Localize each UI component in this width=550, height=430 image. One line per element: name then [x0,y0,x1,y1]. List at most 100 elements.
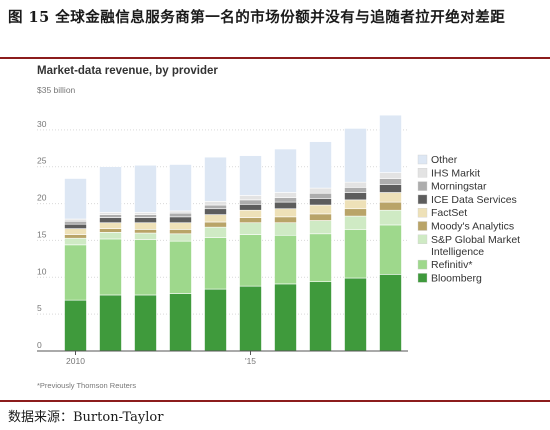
bar-segment [169,216,192,224]
bar-segment [204,288,227,352]
bar-segment [239,209,262,218]
bar-segment [379,192,402,203]
bar-segment [379,172,402,179]
y-tick-label: 5 [37,303,42,313]
y-axis: 0 5 10 15 20 25 30 [37,119,408,352]
bar-segment [379,224,402,275]
bar-segment [239,195,262,201]
y-tick-label: 30 [37,119,47,129]
bar-segment [204,214,227,223]
bar-segment [344,277,367,352]
bar-segment [204,208,227,215]
bar-segment [169,240,192,294]
legend-label: Moody's Analytics [431,221,514,233]
legend-label: IHS Markit [431,167,480,179]
bar-stacks [64,114,402,352]
legend-label: Other [431,154,458,166]
bar-segment [64,220,87,225]
bar-segment [274,201,297,210]
bar-segment [204,237,227,290]
bar-segment [99,222,122,229]
bar-segment [169,233,192,242]
source-note: 数据来源：Burton-Taylor [8,410,164,425]
bar-segment [379,114,402,173]
legend-label: Refinitiv* [431,259,472,271]
figure-title: 图 15 全球金融信息服务商第一名的市场份额并没有与追随者拉开绝对差距 [8,9,506,26]
y-tick-label: 0 [37,340,42,350]
bar-segment [344,208,367,217]
bar-segment [309,198,332,206]
bar-segment [309,220,332,235]
bar-segment [64,218,87,222]
bar-segment [309,233,332,283]
bar-segment [309,141,332,189]
bar-segment [134,294,157,352]
bar-segment [134,217,157,224]
bar-segment [379,184,402,193]
bar-segment [379,178,402,185]
legend-swatch [417,181,428,191]
chart-title: Market-data revenue, by provider [37,65,218,77]
bar-segment [64,178,87,220]
bar-segment [274,222,297,236]
bar-segment [169,229,192,235]
bar-segment [99,232,122,240]
bar-segment [274,197,297,203]
bar-segment [274,234,297,285]
bar-segment [309,213,332,221]
legend-label: Morningstar [431,181,487,193]
title-divider [0,57,550,59]
x-tick-label: '15 [245,356,256,366]
bar-segment [344,181,367,188]
bar-segment [169,212,192,218]
legend-swatch [417,207,428,218]
bar-segment [309,192,332,199]
bar-segment [64,299,87,352]
bar-segment [274,208,297,218]
bar-segment [344,187,367,193]
bar-segment [239,234,262,287]
bar-segment [239,199,262,205]
bar-segment [134,212,157,215]
bar-segment [134,229,157,234]
legend-label: Intelligence [431,246,484,258]
bar-segment [204,201,227,206]
bar-segment [344,128,367,183]
bar-segment [64,223,87,229]
legend-label: S&P Global Market [431,234,520,246]
bar-segment [64,228,87,235]
bar-segment [379,201,402,211]
bar-segment [204,221,227,228]
bar-segment [169,222,192,230]
bar-segment [274,283,297,352]
bar-segment [309,204,332,215]
bar-segment [134,239,157,296]
x-tick-label: 2010 [66,356,85,366]
bar-segment [309,281,332,352]
bar-segment [239,217,262,224]
bar-segment [99,228,122,233]
legend-label: ICE Data Services [431,194,517,206]
y-tick-label: 10 [37,266,47,276]
bar-segment [204,156,227,202]
y-tick-label: 15 [37,229,47,239]
legend-swatch [417,154,428,165]
bar-segment [344,192,367,201]
bar-segment [99,238,122,296]
bar-segment [64,237,87,246]
bar-segment [344,229,367,279]
legend-swatch [417,221,428,231]
y-tick-label: 25 [37,156,47,166]
bar-segment [134,214,157,218]
chart-footnote: *Previously Thomson Reuters [37,381,136,390]
bar-segment [134,232,157,240]
legend-label: FactSet [431,207,467,219]
bar-segment [134,164,157,213]
bar-segment [239,222,262,235]
legend-swatch [417,234,428,245]
legend-swatch [417,194,428,205]
bar-segment [169,293,192,352]
bar-segment [274,192,297,198]
bar-segment [99,217,122,224]
bar-segment [64,234,87,239]
